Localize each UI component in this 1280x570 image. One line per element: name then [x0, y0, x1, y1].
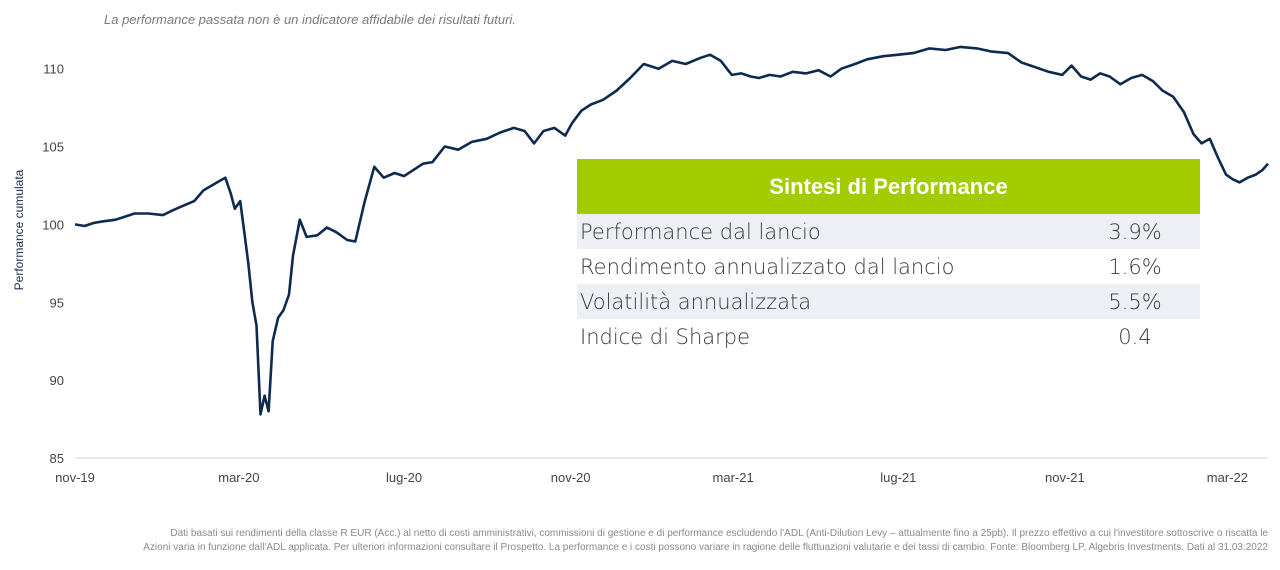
y-axis: 85 90 95 100 105 110	[42, 62, 64, 466]
x-tick-label: mar-22	[1207, 470, 1248, 485]
x-tick-label: nov-21	[1045, 470, 1085, 485]
x-tick-label: mar-21	[713, 470, 754, 485]
footnote-line: Dati basati sui rendimenti della classe …	[170, 528, 1268, 539]
y-tick-label: 100	[42, 217, 64, 232]
y-tick-label: 85	[50, 451, 64, 466]
performance-line-chart: 85 90 95 100 105 110 nov-19 mar-20 lug-20 nov-20…	[12, 45, 1269, 485]
x-tick-label: lug-21	[880, 470, 916, 485]
y-tick-label: 95	[50, 295, 64, 310]
x-tick-label: mar-20	[218, 470, 259, 485]
y-tick-label: 110	[43, 62, 64, 77]
summary-row: Volatilità annualizzata 5.5%	[577, 284, 1200, 319]
x-tick-label: lug-20	[386, 470, 422, 485]
x-tick-label: nov-19	[55, 470, 95, 485]
y-axis-label: Performance cumulata	[12, 169, 26, 290]
y-tick-label: 90	[50, 373, 64, 388]
summary-row: Rendimento annualizzato dal lancio 1.6%	[577, 249, 1200, 284]
x-tick-label: nov-20	[551, 470, 591, 485]
summary-row-value: 1.6%	[1108, 254, 1162, 279]
summary-row-value: 0.4	[1118, 324, 1152, 349]
footnote-line: Azioni varia in funzione dall'ADL applic…	[143, 542, 1268, 553]
performance-summary-table: Sintesi di Performance Performance dal l…	[577, 159, 1200, 354]
summary-row-label: Volatilità annualizzata	[580, 289, 812, 314]
summary-row-label: Indice di Sharpe	[580, 324, 751, 349]
footnote: Dati basati sui rendimenti della classe …	[0, 527, 1268, 555]
summary-title: Sintesi di Performance	[577, 159, 1200, 214]
x-axis: nov-19 mar-20 lug-20 nov-20 mar-21 lug-21 nov-…	[55, 457, 1268, 485]
performance-series-line	[74, 45, 1269, 416]
summary-row: Performance dal lancio 3.9%	[577, 214, 1200, 249]
y-tick-label: 105	[42, 140, 64, 155]
summary-row: Indice di Sharpe 0.4	[577, 319, 1200, 354]
past-performance-disclaimer: La performance passata non è un indicato…	[104, 12, 516, 27]
summary-row-label: Performance dal lancio	[580, 219, 821, 244]
summary-row-value: 3.9%	[1108, 219, 1162, 244]
summary-row-value: 5.5%	[1108, 289, 1162, 314]
summary-row-label: Rendimento annualizzato dal lancio	[580, 254, 955, 279]
